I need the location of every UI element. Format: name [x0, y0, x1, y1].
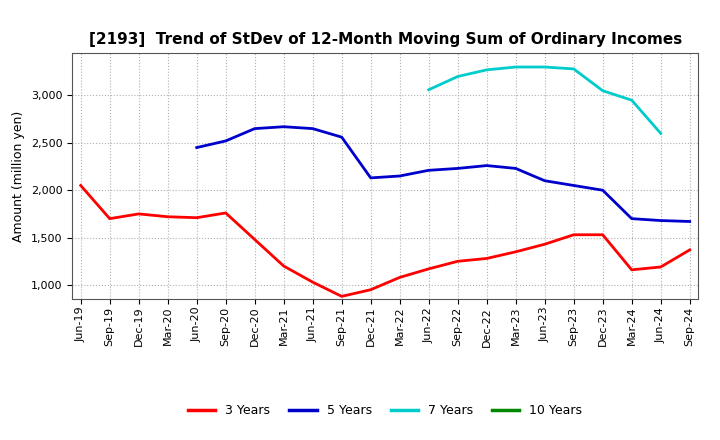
Y-axis label: Amount (million yen): Amount (million yen)	[12, 110, 25, 242]
Legend: 3 Years, 5 Years, 7 Years, 10 Years: 3 Years, 5 Years, 7 Years, 10 Years	[183, 399, 588, 422]
Title: [2193]  Trend of StDev of 12-Month Moving Sum of Ordinary Incomes: [2193] Trend of StDev of 12-Month Moving…	[89, 33, 682, 48]
